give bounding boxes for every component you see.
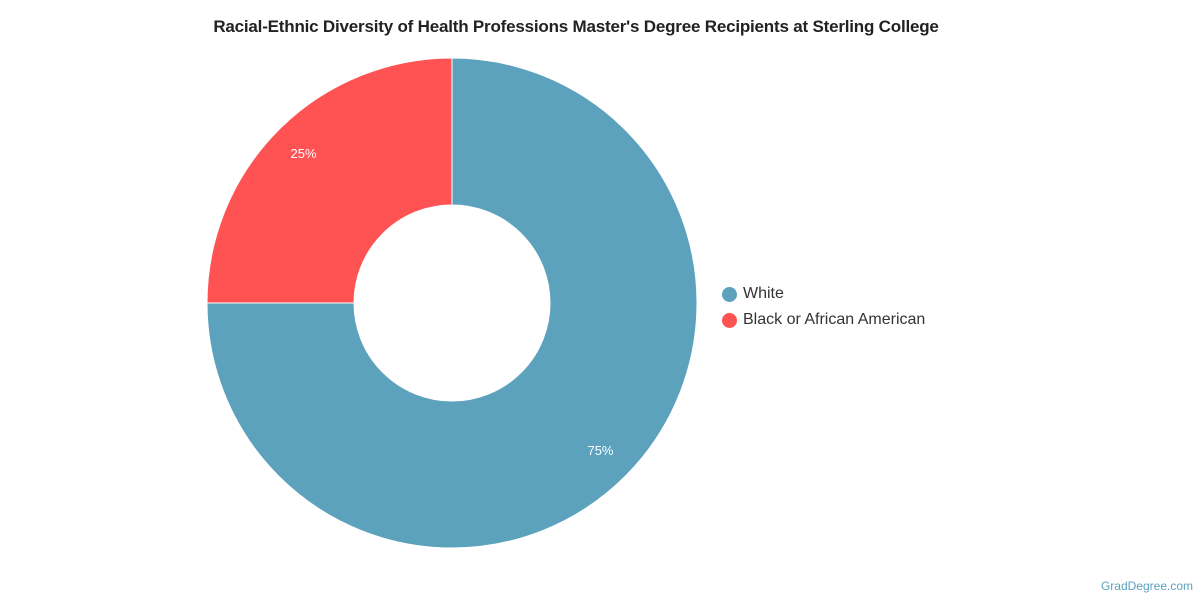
slice-black-or-african-american[interactable] bbox=[206, 57, 453, 304]
legend-marker-white bbox=[722, 286, 737, 302]
legend-item-white[interactable]: White bbox=[722, 281, 925, 307]
legend-marker-black-or-african-american bbox=[722, 312, 737, 328]
legend-label-black-or-african-american: Black or African American bbox=[743, 311, 926, 328]
slice-label-white: 75% bbox=[587, 443, 613, 458]
legend-item-black-or-african-american[interactable]: Black or African American bbox=[722, 307, 925, 333]
chart-legend: White Black or African American bbox=[722, 281, 925, 333]
credit-link[interactable]: GradDegree.com bbox=[1100, 579, 1193, 593]
slice-white[interactable] bbox=[206, 57, 698, 549]
slice-label-black-or-african-american: 25% bbox=[290, 146, 316, 161]
chart-title: Racial-Ethnic Diversity of Health Profes… bbox=[213, 17, 939, 36]
legend-label-white: White bbox=[743, 285, 784, 302]
